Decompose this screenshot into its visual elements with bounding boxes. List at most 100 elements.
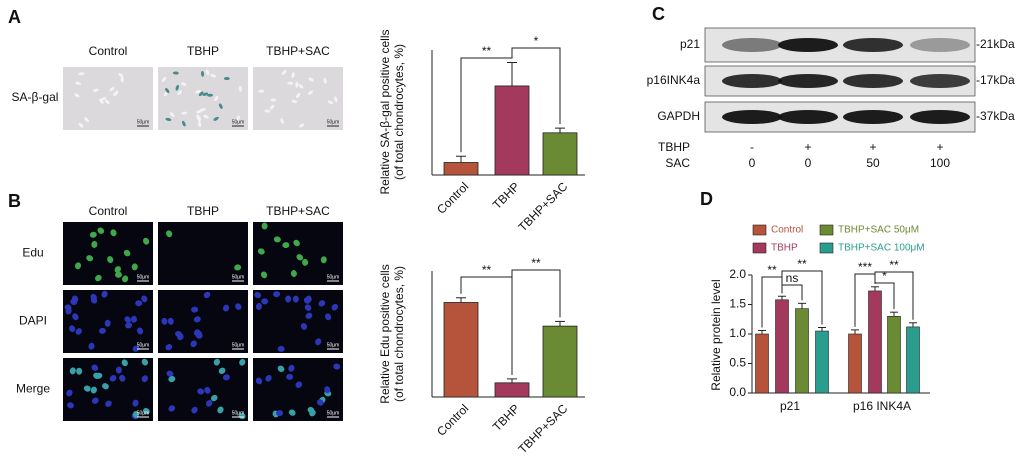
cell: [115, 271, 122, 278]
micrograph: [63, 222, 153, 285]
cell: [203, 114, 209, 119]
cell: [304, 304, 312, 311]
significance-bracket: [781, 270, 823, 325]
panel-label: C: [652, 4, 665, 24]
micrograph: [253, 222, 343, 285]
cell: [132, 410, 139, 418]
cell: [291, 99, 298, 104]
bar: [906, 326, 920, 394]
cell: [203, 291, 211, 299]
bar: [775, 299, 789, 394]
band: [843, 38, 903, 52]
scale-bar-label: 50μm: [137, 342, 150, 348]
band: [778, 74, 838, 88]
band: [722, 110, 782, 124]
scale-bar-label: 50μm: [137, 274, 150, 280]
cell: [292, 295, 299, 303]
band: [778, 38, 838, 52]
cell: [177, 90, 182, 96]
cell: [169, 112, 175, 118]
cell: [141, 358, 149, 366]
y-tick-label: 0.0: [729, 385, 746, 399]
cell: [210, 74, 217, 78]
cell: [119, 374, 126, 382]
band: [843, 74, 903, 88]
y-axis-label: Relative protein level: [709, 279, 723, 390]
cell: [130, 315, 137, 323]
cell: [238, 413, 246, 420]
cell: [64, 304, 72, 311]
cell: [74, 262, 82, 270]
cell: [168, 405, 176, 412]
cell: [70, 298, 78, 306]
legend-label: TBHP: [771, 243, 798, 254]
cell: [218, 367, 226, 374]
scale-bar-label: 50μm: [327, 342, 340, 348]
cell: [273, 236, 281, 243]
micrograph: [158, 222, 248, 285]
cell: [121, 359, 128, 367]
cell: [309, 409, 316, 417]
cell: [161, 76, 167, 83]
bar: [494, 85, 530, 176]
cell: [182, 120, 186, 127]
band: [910, 74, 970, 88]
y-tick-label: 0.5: [729, 356, 746, 370]
cell: [318, 300, 326, 307]
cell: [165, 117, 172, 122]
cell: [105, 400, 112, 407]
treatment-value: 100: [930, 156, 950, 170]
row-label: Edu: [22, 246, 43, 260]
cell: [118, 72, 124, 78]
column-header: Control: [89, 204, 128, 218]
cell: [327, 100, 334, 105]
micrograph: [158, 67, 248, 130]
cell: [165, 343, 173, 351]
cell: [273, 291, 281, 298]
cell: [287, 81, 294, 85]
column-header: Control: [89, 44, 128, 58]
cell: [109, 374, 117, 382]
band-label: p21: [680, 37, 700, 51]
cell: [97, 227, 105, 234]
column-header: TBHP: [187, 204, 219, 218]
cell: [166, 370, 174, 377]
cell: [191, 306, 199, 313]
cell: [238, 85, 242, 92]
cell: [213, 116, 219, 121]
scale-bar-label: 50μm: [137, 119, 150, 125]
cell: [222, 374, 230, 381]
bar: [868, 290, 882, 394]
cell: [255, 377, 263, 385]
cell: [104, 99, 110, 105]
cell: [115, 366, 122, 374]
significance-bracket: [874, 271, 914, 320]
cell: [91, 397, 99, 404]
cell: [120, 76, 124, 83]
y-tick-label: 1.0: [729, 326, 746, 340]
cell: [104, 319, 111, 327]
cell: [190, 340, 197, 348]
cell: [95, 274, 102, 282]
cell: [295, 81, 299, 88]
cell: [302, 258, 309, 266]
band: [910, 110, 970, 124]
legend-label: Control: [771, 225, 803, 236]
scale-bar-label: 50μm: [327, 119, 340, 125]
cell: [264, 109, 271, 113]
cell: [205, 69, 210, 76]
cell: [293, 239, 300, 247]
cell: [276, 410, 284, 417]
cell: [98, 327, 106, 334]
treatment-label: SAC: [665, 156, 690, 170]
cell: [123, 249, 131, 257]
cell: [213, 358, 220, 366]
cell: [66, 389, 73, 397]
cell: [295, 381, 303, 388]
cell: [286, 373, 294, 380]
cell: [281, 70, 287, 75]
cell: [257, 248, 265, 255]
cell: [181, 111, 188, 115]
cell: [114, 90, 119, 96]
cell: [193, 316, 201, 323]
